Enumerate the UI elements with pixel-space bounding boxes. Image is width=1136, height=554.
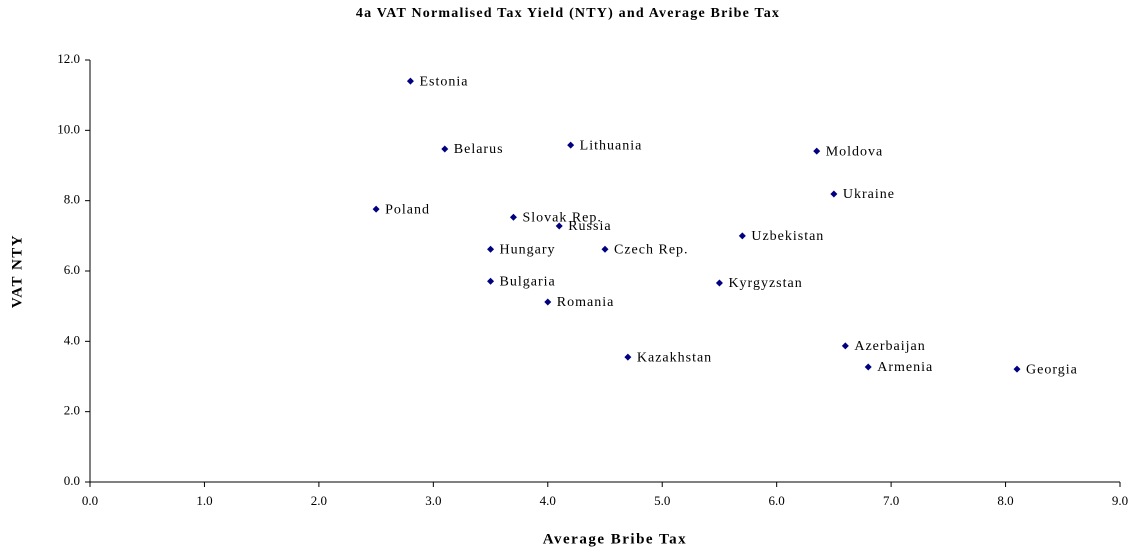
- y-tick-label: 4.0: [64, 332, 80, 347]
- y-tick-label: 12.0: [57, 51, 80, 66]
- point: [864, 363, 872, 371]
- point-label: Lithuania: [580, 138, 643, 153]
- y-tick-label: 2.0: [64, 403, 80, 418]
- point: [509, 213, 517, 221]
- y-tick-label: 8.0: [64, 192, 80, 207]
- point-label: Bulgaria: [500, 274, 556, 289]
- point: [372, 205, 380, 213]
- point: [841, 342, 849, 350]
- point: [715, 279, 723, 287]
- x-tick-label: 5.0: [654, 493, 670, 508]
- point-label: Romania: [557, 295, 615, 310]
- point: [624, 353, 632, 361]
- point-label: Poland: [385, 202, 430, 217]
- point: [487, 245, 495, 253]
- point-label: Azerbaijan: [854, 339, 925, 354]
- point: [601, 245, 609, 253]
- x-axis-label: Average Bribe Tax: [543, 531, 687, 547]
- y-axis-label: VAT NTY: [9, 234, 25, 308]
- point-label: Czech Rep.: [614, 242, 689, 257]
- point-label: Slovak Rep.: [522, 210, 601, 225]
- y-tick-label: 10.0: [57, 121, 80, 136]
- x-tick-label: 9.0: [1112, 493, 1128, 508]
- x-tick-label: 7.0: [883, 493, 899, 508]
- point: [555, 222, 563, 230]
- point: [830, 190, 838, 198]
- point-label: Moldova: [826, 144, 884, 159]
- chart-title: 4a VAT Normalised Tax Yield (NTY) and Av…: [356, 6, 780, 21]
- point: [487, 277, 495, 285]
- y-tick-label: 6.0: [64, 262, 80, 277]
- x-tick-label: 6.0: [769, 493, 785, 508]
- point: [544, 298, 552, 306]
- x-tick-label: 2.0: [311, 493, 327, 508]
- point-label: Georgia: [1026, 362, 1078, 377]
- point-label: Russia: [568, 219, 611, 234]
- point-label: Armenia: [877, 360, 933, 375]
- y-tick-label: 0.0: [64, 473, 80, 488]
- point-label: Kazakhstan: [637, 350, 712, 365]
- point-label: Hungary: [500, 242, 556, 257]
- point: [567, 141, 575, 149]
- x-tick-label: 1.0: [196, 493, 212, 508]
- point: [738, 232, 746, 240]
- x-tick-label: 4.0: [540, 493, 556, 508]
- point: [813, 147, 821, 155]
- point-label: Estonia: [419, 74, 468, 89]
- point: [441, 145, 449, 153]
- point-label: Ukraine: [843, 187, 895, 202]
- point-label: Belarus: [454, 142, 504, 157]
- point: [406, 77, 414, 85]
- point-label: Kyrgyzstan: [728, 276, 802, 291]
- point-label: Uzbekistan: [751, 229, 824, 244]
- x-tick-label: 3.0: [425, 493, 441, 508]
- x-tick-label: 0.0: [82, 493, 98, 508]
- x-tick-label: 8.0: [997, 493, 1013, 508]
- point: [1013, 365, 1021, 373]
